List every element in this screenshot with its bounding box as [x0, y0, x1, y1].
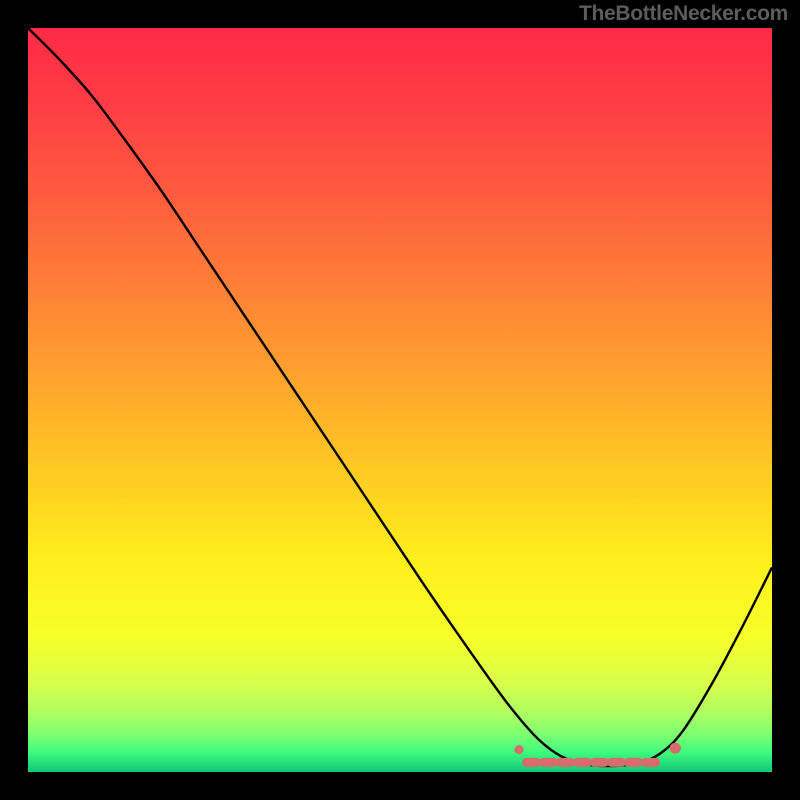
optimal-range-endpoint-right	[670, 743, 681, 754]
bottleneck-chart	[0, 0, 800, 800]
optimal-range-endpoint-left	[515, 745, 524, 754]
chart-container: TheBottleNecker.com	[0, 0, 800, 800]
gradient-background	[28, 28, 772, 772]
watermark-text: TheBottleNecker.com	[579, 2, 788, 26]
